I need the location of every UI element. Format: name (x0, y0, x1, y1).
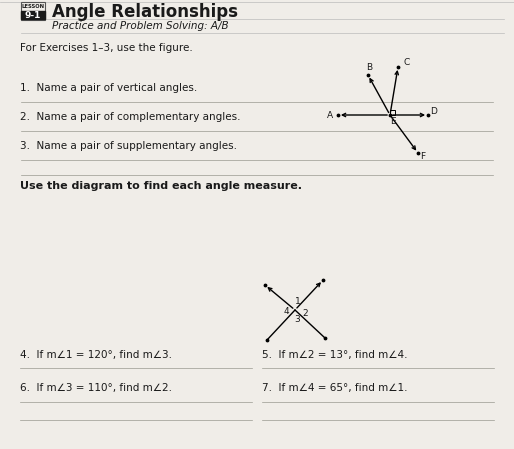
Text: D: D (431, 107, 437, 116)
Text: C: C (404, 58, 410, 67)
Bar (21, 2, 45, 20)
Bar (21, 11, 45, 19)
Text: 7.  If m∠4 = 65°, find m∠1.: 7. If m∠4 = 65°, find m∠1. (262, 383, 408, 393)
Text: Practice and Problem Solving: A/B: Practice and Problem Solving: A/B (52, 21, 229, 31)
Text: 9-1: 9-1 (25, 11, 41, 20)
Text: B: B (366, 63, 372, 72)
Text: Angle Relationships: Angle Relationships (52, 3, 238, 21)
Text: 2: 2 (302, 308, 308, 317)
Text: 2.  Name a pair of complementary angles.: 2. Name a pair of complementary angles. (20, 112, 241, 122)
Text: E: E (390, 117, 396, 126)
Text: 5.  If m∠2 = 13°, find m∠4.: 5. If m∠2 = 13°, find m∠4. (262, 350, 408, 360)
Text: 4: 4 (283, 308, 289, 317)
Text: A: A (327, 111, 333, 120)
Text: 3: 3 (294, 316, 300, 325)
Text: F: F (420, 152, 425, 161)
Text: 4.  If m∠1 = 120°, find m∠3.: 4. If m∠1 = 120°, find m∠3. (20, 350, 172, 360)
Bar (390, 110, 395, 115)
Text: Use the diagram to find each angle measure.: Use the diagram to find each angle measu… (20, 181, 302, 191)
Text: 1.  Name a pair of vertical angles.: 1. Name a pair of vertical angles. (20, 83, 197, 93)
Text: 1: 1 (295, 298, 301, 307)
Text: 6.  If m∠3 = 110°, find m∠2.: 6. If m∠3 = 110°, find m∠2. (20, 383, 172, 393)
Text: 3.  Name a pair of supplementary angles.: 3. Name a pair of supplementary angles. (20, 141, 237, 151)
Text: LESSON: LESSON (22, 4, 45, 9)
Text: For Exercises 1–3, use the figure.: For Exercises 1–3, use the figure. (20, 43, 193, 53)
